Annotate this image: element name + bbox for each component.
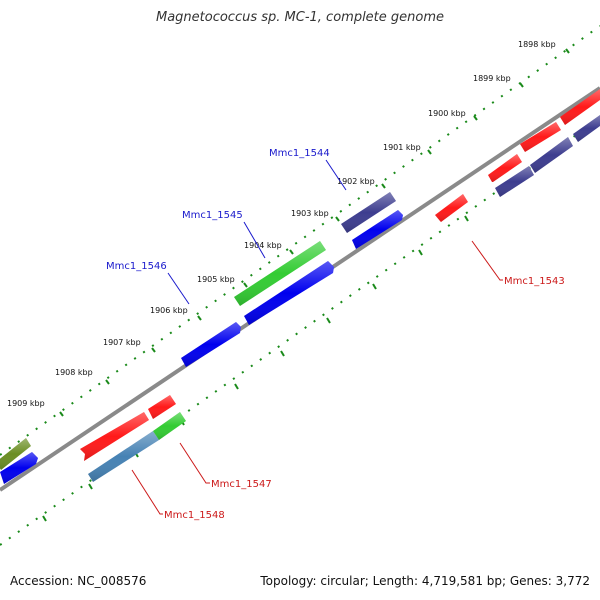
- ruler-labels: 1898 kbp 1899 kbp 1900 kbp 1901 kbp 1902…: [7, 40, 556, 408]
- gene-feature-red-right-1[interactable]: [520, 122, 561, 152]
- gene-feature-purple-right-2[interactable]: [530, 137, 573, 173]
- ruler-label-1906: 1906 kbp: [150, 306, 188, 315]
- gene-label-1548[interactable]: Mmc1_1548: [164, 510, 225, 521]
- gene-feature-red-1547[interactable]: [148, 395, 176, 419]
- ruler-label-1905: 1905 kbp: [197, 275, 235, 284]
- ruler-label-1907: 1907 kbp: [103, 338, 141, 347]
- ruler-label-1902: 1902 kbp: [337, 177, 375, 186]
- gene-label-1547[interactable]: Mmc1_1547: [211, 479, 272, 490]
- inner-major-ticks: [42, 147, 561, 522]
- gene-feature-blue-long[interactable]: [244, 261, 334, 325]
- gene-feature-purple-right[interactable]: [495, 166, 534, 197]
- leader-1546: [167, 272, 190, 305]
- map-title: Magnetococcus sp. MC-1, complete genome: [155, 10, 445, 25]
- gene-feature-purple-1544[interactable]: [341, 192, 396, 233]
- leader-1548: [131, 469, 163, 515]
- ruler-label-1898: 1898 kbp: [518, 40, 556, 49]
- outer-major-ticks: [59, 48, 570, 417]
- leader-1543: [471, 240, 503, 281]
- leader-1544: [325, 159, 347, 191]
- gene-feature-red-right-low[interactable]: [488, 154, 522, 182]
- ruler-label-1899: 1899 kbp: [473, 74, 511, 83]
- genome-summary-text: Topology: circular; Length: 4,719,581 bp…: [260, 574, 590, 588]
- forward-strand-genes: [0, 89, 600, 484]
- gene-label-1544[interactable]: Mmc1_1544: [269, 148, 330, 159]
- gene-label-1546[interactable]: Mmc1_1546: [106, 261, 167, 272]
- ruler-label-1900: 1900 kbp: [428, 109, 466, 118]
- gene-labels: Mmc1_1544 Mmc1_1545 Mmc1_1546 Mmc1_1543 …: [106, 148, 565, 521]
- gene-feature-blue-left[interactable]: [0, 452, 38, 484]
- gene-label-1543[interactable]: Mmc1_1543: [504, 276, 565, 287]
- accession-text: Accession: NC_008576: [10, 574, 147, 588]
- ruler-label-1909: 1909 kbp: [7, 399, 45, 408]
- gene-feature-red-left[interactable]: [80, 412, 149, 461]
- gene-feature-green-1545[interactable]: [234, 241, 326, 306]
- gene-feature-blue-top[interactable]: [352, 210, 403, 249]
- gene-feature-olive[interactable]: [0, 438, 31, 470]
- gene-feature-blue-1546[interactable]: [181, 322, 241, 367]
- leader-1545: [243, 221, 266, 259]
- ruler-label-1904: 1904 kbp: [244, 241, 282, 250]
- gene-feature-red-1543[interactable]: [435, 194, 468, 222]
- ruler-label-1901: 1901 kbp: [383, 143, 421, 152]
- gene-label-1545[interactable]: Mmc1_1545: [182, 210, 243, 221]
- leader-1547: [179, 442, 210, 484]
- ruler-label-1908: 1908 kbp: [55, 368, 93, 377]
- reverse-strand-genes: [80, 154, 522, 482]
- gene-feature-steel-1548[interactable]: [88, 431, 159, 482]
- gene-feature-green-small[interactable]: [153, 412, 186, 440]
- ruler-label-1903: 1903 kbp: [291, 209, 329, 218]
- label-leaders: [131, 159, 503, 515]
- outer-ruler-line: [0, 25, 600, 456]
- gene-feature-purple-right-3[interactable]: [573, 115, 600, 142]
- gene-feature-red-right-2[interactable]: [560, 89, 600, 125]
